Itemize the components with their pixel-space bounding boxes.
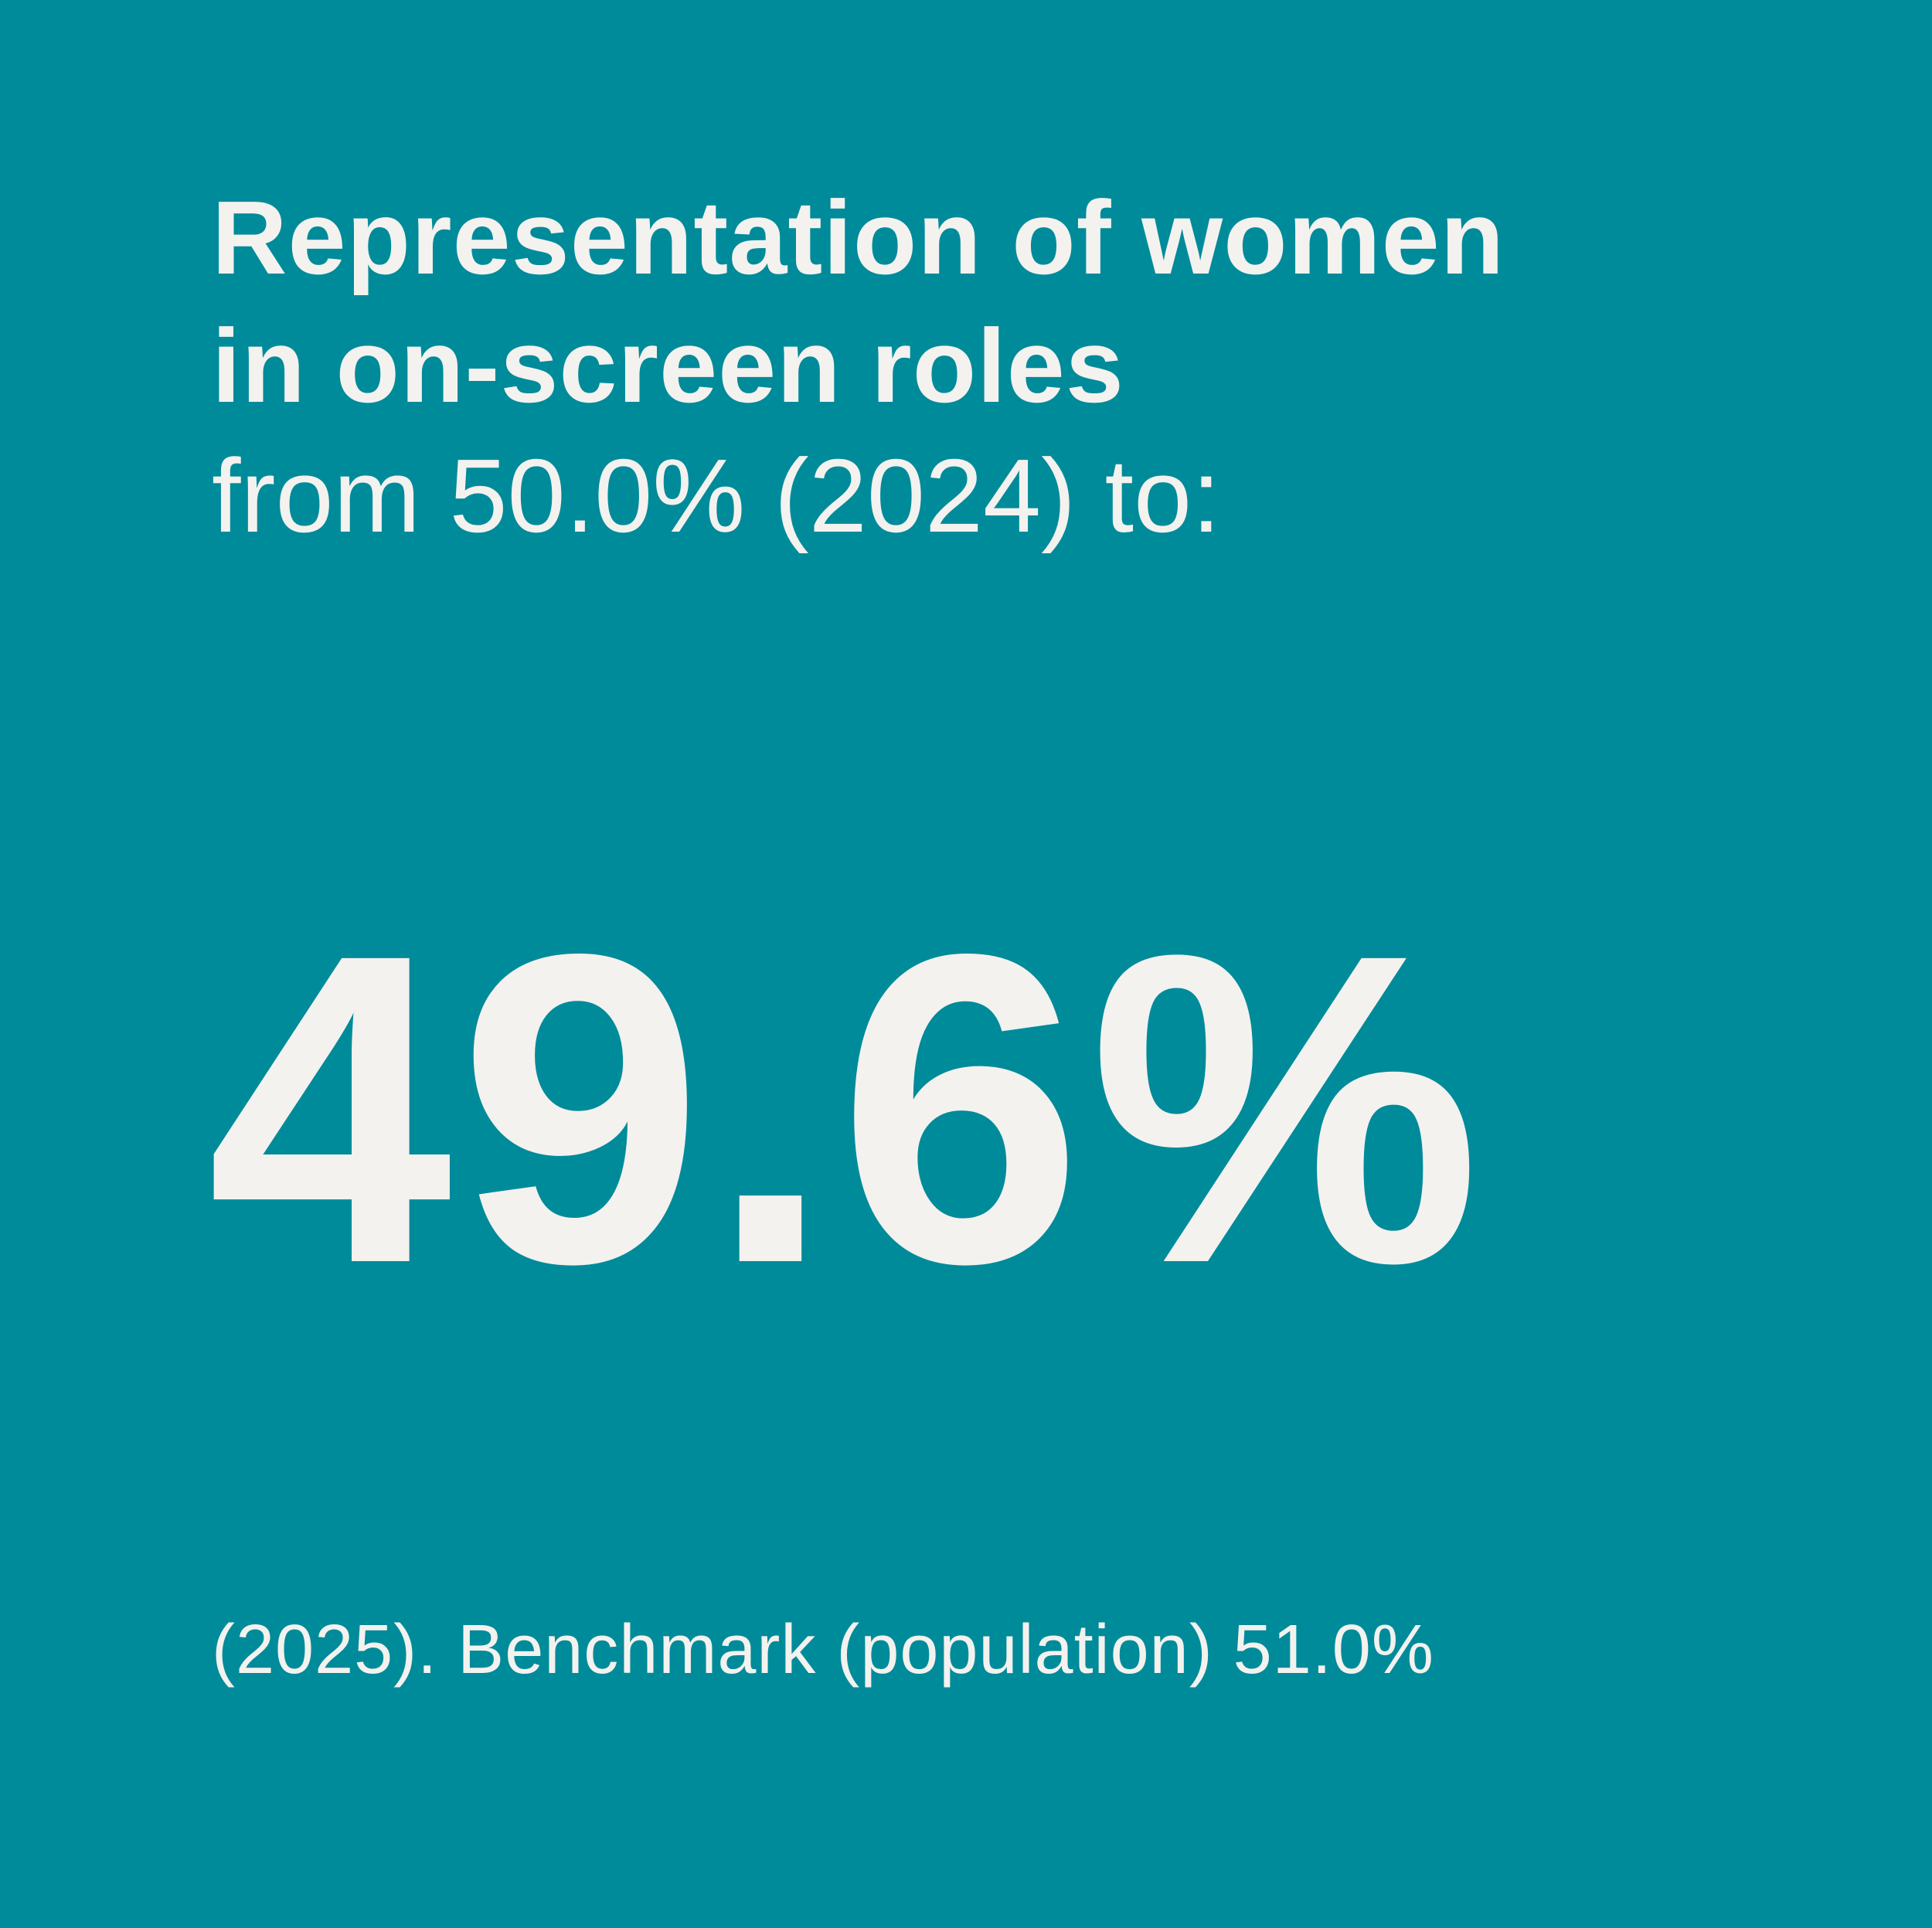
title: Representation of women in on-screen rol… — [212, 174, 1505, 430]
headline-value: 49.6% — [207, 862, 1488, 1355]
title-line: in on-screen roles — [212, 308, 1124, 424]
title-line: Representation of women — [212, 179, 1505, 296]
subtitle: from 50.0% (2024) to: — [212, 437, 1221, 554]
footnote: (2025). Benchmark (population) 51.0% — [212, 1611, 1434, 1688]
